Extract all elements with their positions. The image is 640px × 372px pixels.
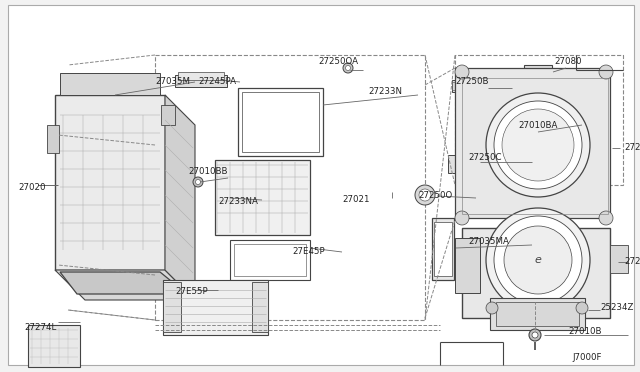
Text: 27080: 27080 (554, 58, 582, 67)
Text: 27250C: 27250C (468, 154, 502, 163)
Circle shape (515, 127, 525, 137)
Text: 27225: 27225 (624, 257, 640, 266)
Text: e: e (534, 255, 541, 265)
Bar (462, 228, 610, 318)
Text: 27245PA: 27245PA (198, 77, 236, 87)
Circle shape (512, 124, 528, 140)
Bar (610, 245, 628, 273)
Circle shape (599, 65, 613, 79)
Circle shape (343, 63, 353, 73)
Bar (252, 282, 268, 332)
Circle shape (532, 332, 538, 338)
Circle shape (419, 189, 431, 201)
Bar (215, 160, 310, 235)
Text: 27230: 27230 (624, 144, 640, 153)
Circle shape (455, 65, 469, 79)
Polygon shape (165, 95, 195, 300)
Circle shape (346, 65, 351, 71)
Bar (55, 95, 165, 270)
Bar (452, 80, 487, 92)
Bar (234, 244, 306, 276)
Circle shape (193, 177, 203, 187)
Circle shape (486, 93, 590, 197)
Text: 27E55P: 27E55P (175, 288, 207, 296)
Circle shape (415, 185, 435, 205)
Circle shape (502, 109, 574, 181)
Circle shape (532, 74, 544, 86)
Text: 27250OA: 27250OA (318, 58, 358, 67)
Circle shape (486, 208, 590, 312)
Polygon shape (60, 272, 187, 294)
Circle shape (486, 302, 498, 314)
Text: 27035MA: 27035MA (468, 237, 509, 247)
Bar (432, 218, 454, 280)
Bar (163, 282, 181, 332)
Circle shape (195, 180, 200, 185)
Bar (178, 72, 224, 80)
Text: 27010BA: 27010BA (518, 121, 557, 129)
Text: 27021: 27021 (342, 196, 369, 205)
Bar (60, 73, 160, 95)
Bar (175, 75, 227, 87)
Bar (230, 240, 310, 280)
Bar (155, 55, 425, 320)
Text: 27233N: 27233N (368, 87, 402, 96)
Bar (504, 118, 536, 148)
Text: 27020: 27020 (18, 183, 45, 192)
Text: 27010B: 27010B (568, 327, 602, 337)
Circle shape (504, 226, 572, 294)
Bar (28, 325, 80, 367)
Bar (161, 105, 175, 125)
Bar (496, 302, 579, 326)
Bar (455, 55, 623, 185)
Circle shape (529, 329, 541, 341)
Bar (524, 65, 552, 103)
Bar (163, 280, 268, 335)
Text: 27E45P: 27E45P (292, 247, 324, 257)
Bar (455, 68, 610, 218)
Bar (238, 88, 323, 156)
Bar (448, 155, 478, 173)
Circle shape (455, 211, 469, 225)
Bar (47, 125, 59, 153)
Circle shape (599, 211, 613, 225)
Circle shape (494, 101, 582, 189)
Text: 25234Z: 25234Z (600, 304, 634, 312)
Text: 27010BB: 27010BB (188, 167, 227, 176)
Bar (527, 68, 549, 100)
Circle shape (494, 216, 582, 304)
Text: 27274L: 27274L (24, 324, 56, 333)
Text: 27233NA: 27233NA (218, 198, 258, 206)
Text: 27035M: 27035M (155, 77, 190, 87)
Circle shape (576, 302, 588, 314)
Polygon shape (55, 270, 195, 300)
Text: 27250B: 27250B (455, 77, 488, 87)
Text: J7000F: J7000F (572, 353, 602, 362)
Bar (490, 298, 585, 330)
Bar (455, 238, 480, 293)
Bar (452, 82, 487, 90)
Bar (434, 222, 452, 276)
Text: 27250O: 27250O (418, 192, 452, 201)
Bar (242, 92, 319, 152)
